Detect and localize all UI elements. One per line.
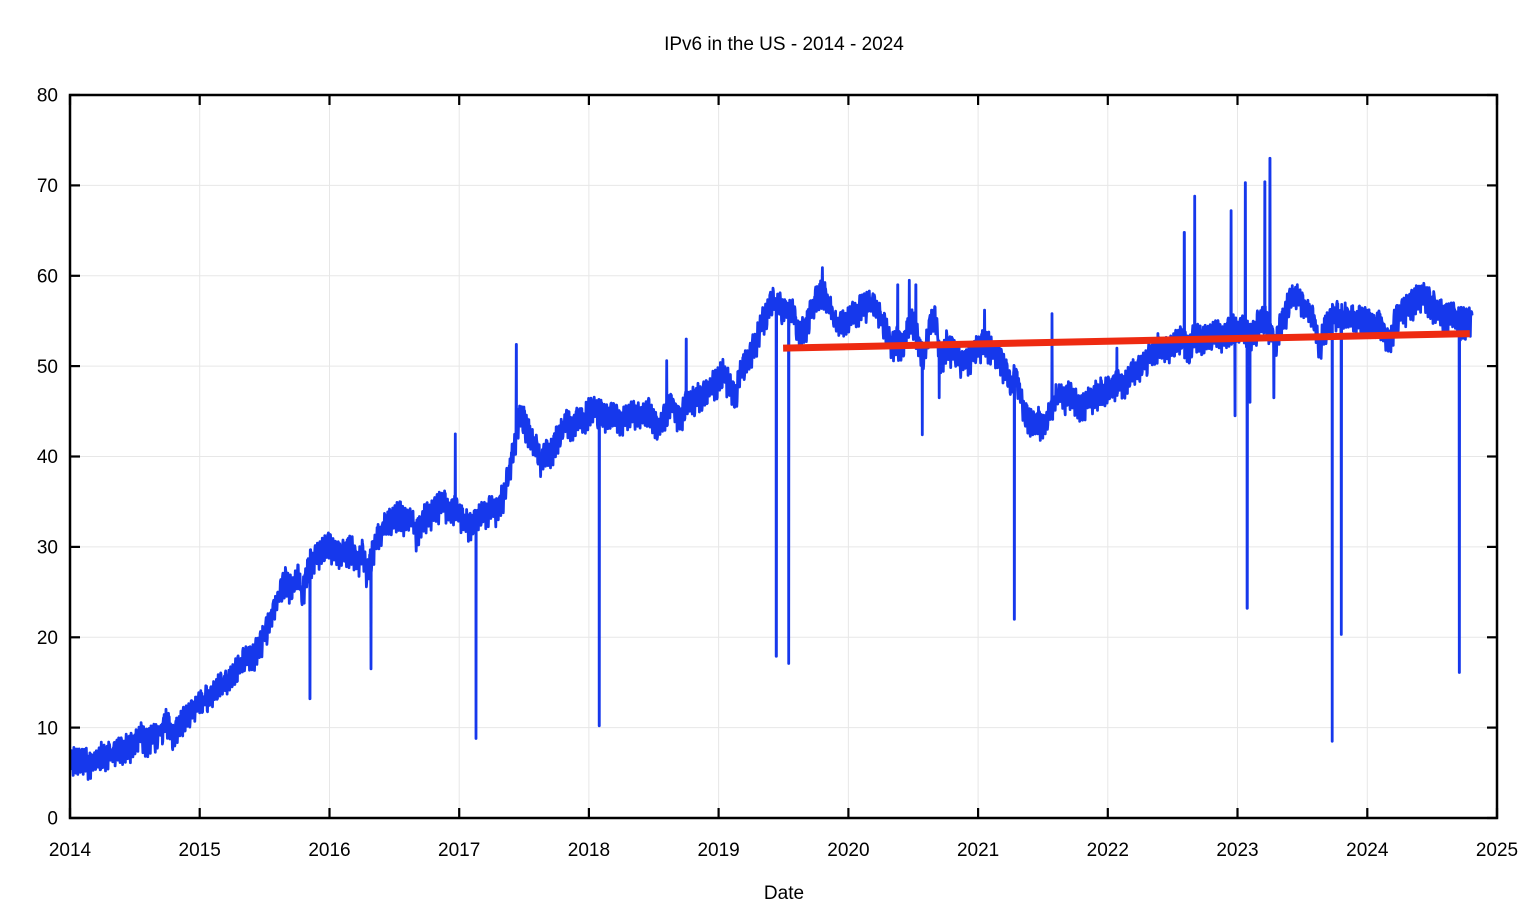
x-tick-label: 2025 xyxy=(1476,840,1518,861)
x-axis-title: Date xyxy=(763,883,805,904)
x-tick-label: 2021 xyxy=(957,840,999,861)
y-tick-label: 0 xyxy=(47,809,58,830)
y-tick-label: 10 xyxy=(37,718,58,739)
y-tick-label: 30 xyxy=(37,538,58,559)
y-tick-label: 70 xyxy=(37,176,58,197)
y-tick-label: 60 xyxy=(37,266,58,287)
x-tick-label: 2018 xyxy=(568,840,610,861)
trend-line xyxy=(783,330,1470,352)
x-tick-label: 2016 xyxy=(308,840,350,861)
y-tick-label: 20 xyxy=(37,628,58,649)
y-tick-label: 50 xyxy=(37,357,58,378)
x-tick-label: 2020 xyxy=(827,840,869,861)
x-tick-label: 2019 xyxy=(697,840,739,861)
y-tick-label: 80 xyxy=(37,86,58,107)
x-tick-label: 2024 xyxy=(1346,840,1389,861)
x-tick-label: 2017 xyxy=(438,840,480,861)
x-tick-label: 2014 xyxy=(49,840,92,861)
y-tick-label: 40 xyxy=(37,447,58,468)
x-tick-label: 2015 xyxy=(179,840,221,861)
ipv6-series-line xyxy=(70,156,1474,781)
chart-title: IPv6 in the US - 2014 - 2024 xyxy=(664,34,904,55)
x-tick-label: 2023 xyxy=(1216,840,1258,861)
x-tick-label: 2022 xyxy=(1087,840,1129,861)
